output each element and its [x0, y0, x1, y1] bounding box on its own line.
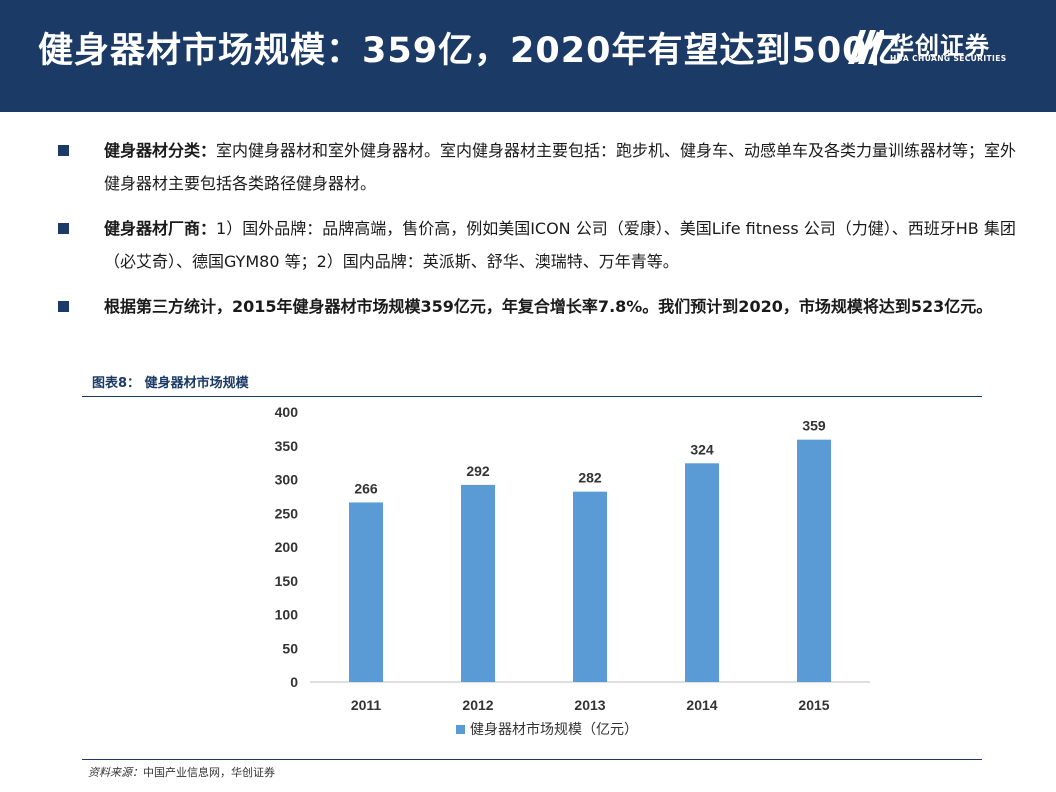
bar-2014 — [685, 463, 719, 682]
bar-chart: 0 50 100 150 200 250 300 350 400 266 2011 292 2012 28… — [275, 404, 870, 738]
page-title: 健身器材市场规模：359亿，2020年有望达到500亿 — [38, 31, 904, 71]
y-tick-label: 200 — [275, 539, 299, 555]
source-label: 资料来源： — [88, 766, 143, 779]
y-tick-label: 400 — [275, 404, 299, 420]
x-tick-label: 2015 — [798, 697, 829, 713]
data-label: 282 — [578, 470, 602, 486]
source-divider — [82, 759, 982, 760]
figure-title: 图表8： 健身器材市场规模 — [92, 376, 249, 391]
bullet-item-manufacturers: 健身器材厂商：1）国外品牌：品牌高端，售价高，例如美国ICON 公司（爱康）、美… — [58, 212, 1018, 278]
bar-2011 — [349, 502, 383, 682]
y-tick-label: 100 — [275, 607, 299, 623]
data-label: 266 — [354, 480, 378, 496]
bullet-text: 室内健身器材和室外健身器材。室内健身器材主要包括：跑步机、健身车、动感单车及各类… — [104, 141, 1017, 193]
bullet-list: 健身器材分类：室内健身器材和室外健身器材。室内健身器材主要包括：跑步机、健身车、… — [58, 134, 1018, 335]
source-note: 资料来源：中国产业信息网，华创证券 — [88, 764, 275, 780]
bullet-square-icon — [58, 145, 69, 156]
legend-swatch — [456, 725, 465, 734]
figure-divider — [82, 396, 982, 397]
data-label: 359 — [802, 418, 826, 434]
bullet-text: 1）国外品牌：品牌高端，售价高，例如美国ICON 公司（爱康）、美国Life f… — [104, 219, 1016, 271]
data-label: 292 — [466, 463, 490, 479]
source-text: 中国产业信息网，华创证券 — [143, 766, 275, 779]
company-logo: 华创证券 HUA CHUANG SECURITIES — [846, 26, 1016, 70]
bar-2013 — [573, 491, 607, 682]
logo-text-en: HUA CHUANG SECURITIES — [890, 54, 1007, 63]
y-tick-label: 0 — [290, 674, 298, 690]
bullet-item-market-size: 根据第三方统计，2015年健身器材市场规模359亿元，年复合增长率7.8%。我们… — [58, 290, 1018, 323]
x-tick-label: 2011 — [351, 697, 382, 713]
bar-2015 — [797, 439, 831, 682]
bullet-lead: 健身器材厂商： — [104, 219, 217, 238]
bullet-square-icon — [58, 301, 69, 312]
legend-label: 健身器材市场规模（亿元） — [470, 721, 638, 738]
y-tick-label: 150 — [275, 573, 299, 589]
bullet-lead: 健身器材分类： — [104, 141, 217, 160]
bar-2012 — [461, 484, 495, 682]
x-tick-label: 2013 — [574, 697, 605, 713]
bullet-text: 根据第三方统计，2015年健身器材市场规模359亿元，年复合增长率7.8%。我们… — [104, 297, 993, 316]
data-label: 324 — [690, 441, 714, 457]
logo-text-cn: 华创证券 — [890, 32, 990, 60]
bullet-item-classification: 健身器材分类：室内健身器材和室外健身器材。室内健身器材主要包括：跑步机、健身车、… — [58, 134, 1018, 200]
header-bar: 健身器材市场规模：359亿，2020年有望达到500亿 华创证券 HUA CHU… — [0, 0, 1056, 112]
bullet-square-icon — [58, 223, 69, 234]
x-tick-label: 2014 — [686, 697, 717, 713]
y-tick-label: 300 — [275, 472, 299, 488]
y-tick-label: 50 — [282, 640, 298, 656]
logo-mark-icon — [848, 30, 884, 64]
y-tick-label: 250 — [275, 505, 299, 521]
x-tick-label: 2012 — [462, 697, 493, 713]
y-tick-label: 350 — [275, 438, 299, 454]
